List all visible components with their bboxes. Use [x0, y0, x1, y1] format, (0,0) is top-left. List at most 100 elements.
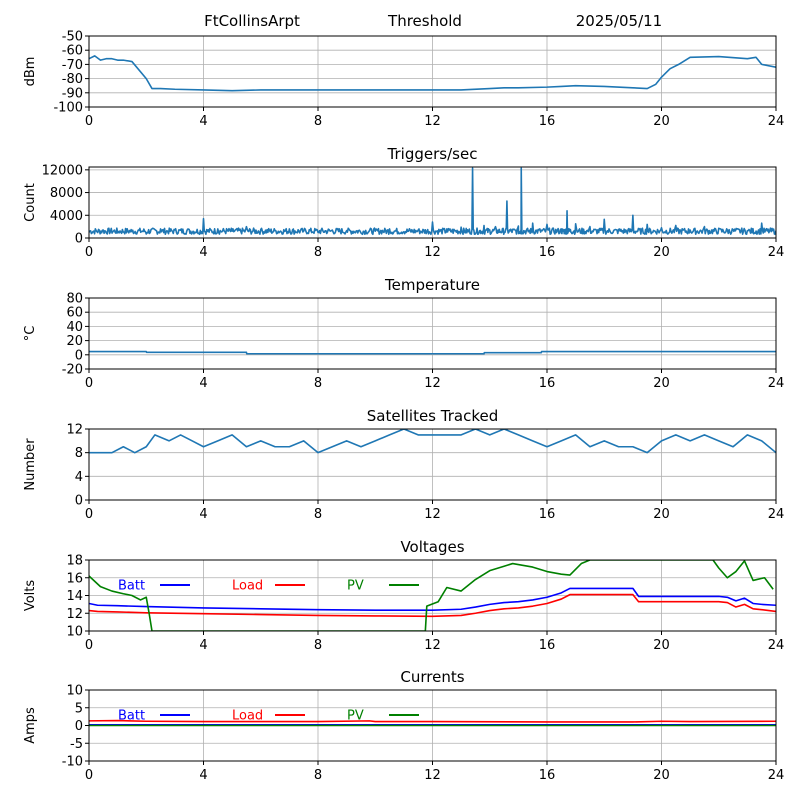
currents-x-tick-label-3: 12	[424, 768, 441, 783]
triggers-y-tick-label-3: 12000	[42, 163, 83, 178]
panel-voltages: 0 4 8 12 16 20 24 10 12 14 16 18 Voltages Volts Batt Lo…	[23, 538, 784, 653]
satellites-series-0-line	[89, 429, 776, 454]
voltages-legend-label-load: Load	[232, 579, 263, 594]
voltages-x-tick-label-4: 16	[539, 638, 556, 653]
signal-y-tick-label-5: -50	[62, 30, 83, 45]
panel-currents: 0 4 8 12 16 20 24 -10 -5 0 5 10 Currents Amps Batt Load…	[23, 668, 784, 783]
satellites-x-tick-label-1: 4	[199, 507, 207, 522]
signal-y-tick-label-3: -70	[62, 58, 83, 73]
satellites-x-tick-label-3: 12	[424, 507, 441, 522]
currents-y-tick-label-1: -5	[70, 737, 83, 752]
voltages-x-tick-label-2: 8	[314, 638, 322, 653]
signal-y-tick-label-4: -60	[62, 44, 83, 59]
satellites-y-tick-label-1: 4	[75, 470, 83, 485]
temperature-x-tick-label-2: 8	[314, 376, 322, 391]
temperature-x-tick-label-1: 4	[199, 376, 207, 391]
currents-ylabel: Amps	[23, 707, 38, 744]
temperature-y-tick-label-4: 60	[66, 306, 83, 321]
header-mode: Threshold	[387, 12, 462, 30]
satellites-y-tick-label-2: 8	[75, 446, 83, 461]
signal-series-group	[89, 55, 776, 92]
signal-x-tick-label-6: 24	[768, 114, 785, 129]
currents-legend-label-pv: PV	[347, 709, 364, 724]
voltages-series-pv-line	[89, 560, 774, 631]
signal-y-tick-label-2: -80	[62, 72, 83, 87]
temperature-title: Temperature	[384, 276, 480, 294]
voltages-x-tick-label-6: 24	[768, 638, 785, 653]
triggers-y-tick-label-1: 4000	[50, 209, 83, 224]
panel-triggers: 0 4 8 12 16 20 24 0 4000 8000 12000 Triggers/sec Cou…	[23, 145, 784, 260]
currents-series-group	[89, 719, 776, 727]
voltages-series-batt-line	[89, 587, 776, 611]
voltages-legend-label-batt: Batt	[118, 579, 145, 594]
satellites-ylabel: Number	[23, 438, 38, 491]
satellites-title: Satellites Tracked	[367, 407, 498, 425]
voltages-legend-label-pv: PV	[347, 579, 364, 594]
temperature-y-tick-label-3: 40	[66, 320, 83, 335]
currents-y-tick-label-3: 5	[75, 701, 83, 716]
voltages-y-tick-label-0: 10	[66, 625, 83, 640]
temperature-y-tick-label-5: 80	[66, 292, 83, 307]
currents-x-tick-label-4: 16	[539, 768, 556, 783]
satellites-x-tick-label-0: 0	[85, 507, 93, 522]
currents-x-tick-label-1: 4	[199, 768, 207, 783]
signal-ylabel: dBm	[23, 57, 38, 87]
temperature-y-tick-label-0: -20	[62, 363, 83, 378]
signal-series-0-line	[89, 55, 776, 92]
currents-x-tick-label-2: 8	[314, 768, 322, 783]
satellites-series-group	[89, 429, 776, 454]
voltages-series-group	[89, 560, 776, 631]
panel-signal: 0 4 8 12 16 20 24 -100-90-80-70-60-50 dBm	[23, 30, 784, 130]
currents-y-tick-label-0: -10	[62, 755, 83, 770]
triggers-y-tick-label-2: 8000	[50, 186, 83, 201]
temperature-series-0-line	[89, 350, 776, 355]
triggers-x-tick-label-6: 24	[768, 245, 785, 260]
temperature-y-tick-label-2: 20	[66, 334, 83, 349]
temperature-ylabel: °C	[23, 326, 38, 342]
triggers-title: Triggers/sec	[387, 145, 478, 163]
signal-x-tick-label-3: 12	[424, 114, 441, 129]
currents-series-load-line	[89, 719, 776, 723]
currents-x-tick-label-5: 20	[653, 768, 670, 783]
signal-x-tick-label-2: 8	[314, 114, 322, 129]
currents-legend-label-load: Load	[232, 709, 263, 724]
satellites-x-tick-label-5: 20	[653, 507, 670, 522]
satellites-y-tick-label-0: 0	[75, 494, 83, 509]
signal-y-tick-label-1: -90	[62, 86, 83, 101]
triggers-x-tick-label-2: 8	[314, 245, 322, 260]
voltages-y-tick-label-4: 18	[66, 554, 83, 569]
voltages-y-tick-label-2: 14	[66, 589, 83, 604]
header-station: FtCollinsArpt	[204, 12, 300, 30]
voltages-series-load-line	[89, 593, 776, 618]
voltages-x-tick-label-0: 0	[85, 638, 93, 653]
voltages-y-tick-label-3: 16	[66, 571, 83, 586]
signal-x-tick-label-4: 16	[539, 114, 556, 129]
voltages-x-tick-label-5: 20	[653, 638, 670, 653]
triggers-series-0-line	[89, 167, 776, 236]
voltages-x-tick-label-1: 4	[199, 638, 207, 653]
triggers-y-tick-label-0: 0	[75, 232, 83, 247]
voltages-title: Voltages	[400, 538, 464, 556]
triggers-x-tick-label-4: 16	[539, 245, 556, 260]
temperature-x-tick-label-4: 16	[539, 376, 556, 391]
temperature-y-tick-label-1: 0	[75, 348, 83, 363]
triggers-ylabel: Count	[23, 183, 38, 222]
temperature-x-tick-label-5: 20	[653, 376, 670, 391]
triggers-x-tick-label-0: 0	[85, 245, 93, 260]
currents-y-tick-label-4: 10	[66, 684, 83, 699]
signal-y-tick-label-0: -100	[53, 101, 83, 116]
satellites-y-tick-label-3: 12	[66, 423, 83, 438]
signal-x-tick-label-0: 0	[85, 114, 93, 129]
currents-x-tick-label-6: 24	[768, 768, 785, 783]
header-date: 2025/05/11	[576, 12, 662, 30]
panel-satellites: 0 4 8 12 16 20 24 0 4 8 12 Satellites Tracked Number	[23, 407, 784, 522]
triggers-x-tick-label-3: 12	[424, 245, 441, 260]
triggers-x-tick-label-5: 20	[653, 245, 670, 260]
temperature-x-tick-label-0: 0	[85, 376, 93, 391]
temperature-series-group	[89, 350, 776, 355]
satellites-x-tick-label-4: 16	[539, 507, 556, 522]
